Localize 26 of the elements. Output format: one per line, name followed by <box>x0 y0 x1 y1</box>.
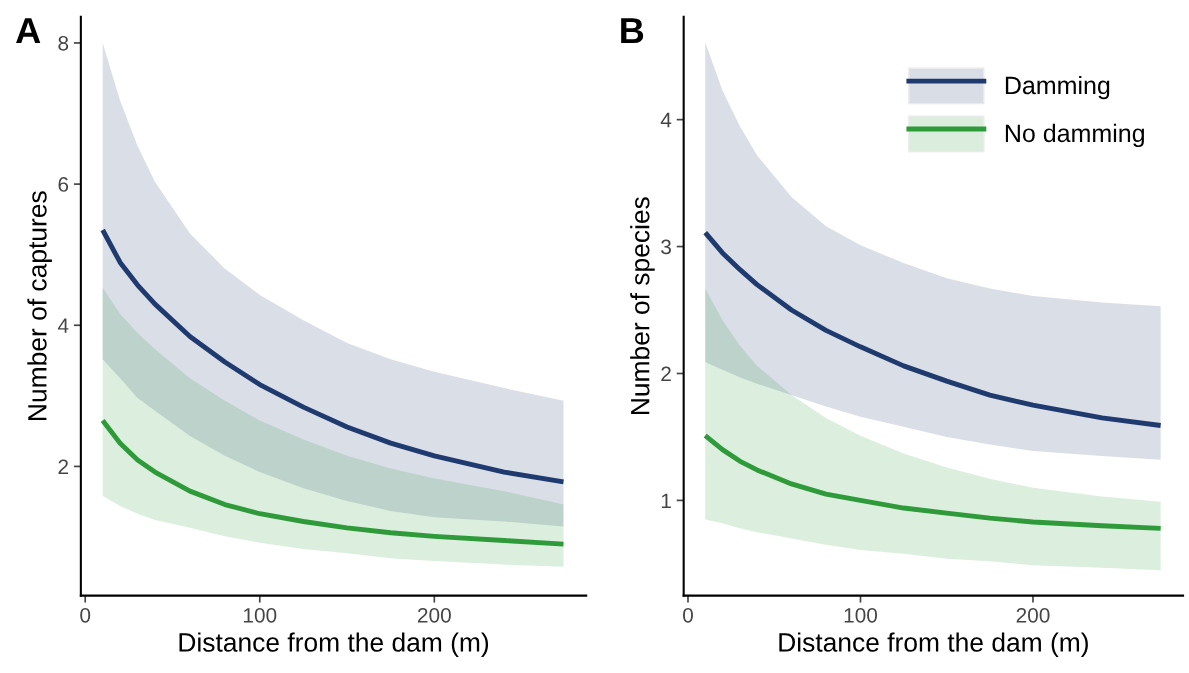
x-tick-label: 0 <box>80 607 91 623</box>
y-tick-label: 8 <box>58 35 69 51</box>
y-tick-label: 2 <box>661 366 671 382</box>
y-tick-label: 1 <box>661 493 671 508</box>
chart-title: B <box>621 18 644 43</box>
x-tick-label: 200 <box>1016 607 1050 623</box>
y-axis-title: Number of captures <box>27 191 52 420</box>
y-tick-label: 6 <box>58 177 69 192</box>
line-series <box>702 230 1164 428</box>
legend-label: Damming <box>1005 75 1110 100</box>
y-tick-label: 2 <box>58 459 68 474</box>
line-series <box>100 418 566 547</box>
y-tick-label: 4 <box>660 112 672 128</box>
line-series <box>702 433 1164 531</box>
x-axis-title: Distance from the dam (m) <box>779 632 1088 657</box>
line-series <box>100 227 566 485</box>
y-tick-label: 4 <box>57 318 69 333</box>
x-axis-title: Distance from the dam (m) <box>179 632 489 657</box>
x-tick-label: 0 <box>683 607 693 623</box>
chart-title: A <box>16 18 41 43</box>
x-tick-label: 100 <box>243 607 277 623</box>
legend-label: No damming <box>1005 123 1144 148</box>
y-axis-title: Number of species <box>630 197 655 415</box>
x-tick-label: 200 <box>417 607 451 623</box>
x-tick-label: 100 <box>844 607 878 623</box>
y-tick-label: 3 <box>661 239 671 255</box>
